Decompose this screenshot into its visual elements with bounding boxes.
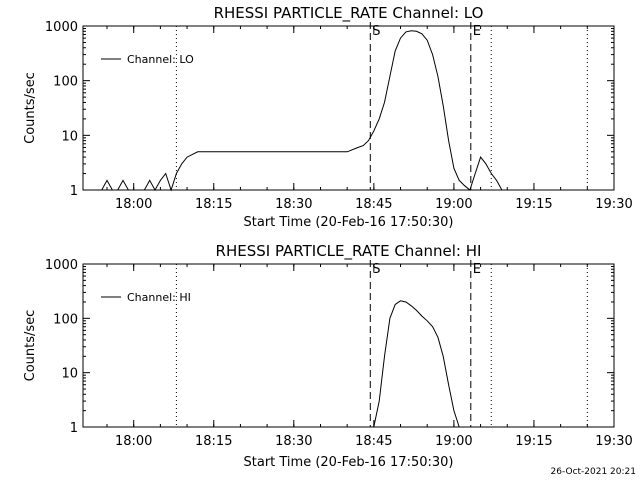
chart-title: RHESSI PARTICLE_RATE Channel: HI	[216, 242, 482, 261]
x-tick-label: 18:00	[115, 434, 152, 449]
x-tick-label: 19:30	[595, 197, 632, 212]
y-tick-label: 10	[61, 129, 78, 144]
series-line	[101, 30, 588, 192]
chart-panel-lo: RHESSI PARTICLE_RATE Channel: LO 18:00 18:…	[23, 4, 633, 230]
marker-label: E	[473, 262, 481, 277]
chart-panel-hi: RHESSI PARTICLE_RATE Channel: HI 18:00 18:…	[23, 242, 633, 470]
y-tick-label: 100	[53, 312, 78, 327]
y-tick-label: 1000	[45, 20, 78, 35]
plot-frame	[82, 25, 615, 191]
marker-label: S	[372, 262, 380, 277]
y-tick-label: 1000	[45, 258, 78, 273]
x-tick-label: 18:45	[355, 197, 392, 212]
x-tick-label: 19:15	[515, 434, 552, 449]
marker-label: E	[473, 24, 481, 39]
x-axis-label: Start Time (20-Feb-16 17:50:30)	[244, 455, 454, 470]
x-tick-label: 18:30	[275, 434, 312, 449]
x-tick-label: 19:15	[515, 197, 552, 212]
x-tick-label: 18:00	[115, 197, 152, 212]
x-tick-label: 18:45	[355, 434, 392, 449]
y-tick-label: 1	[70, 184, 78, 199]
x-axis-label: Start Time (20-Feb-16 17:50:30)	[244, 215, 454, 230]
y-axis-label: Counts/sec	[23, 310, 38, 382]
x-tick-label: 19:00	[435, 197, 472, 212]
y-tick-label: 1	[70, 421, 78, 436]
y-axis-label: Counts/sec	[23, 72, 38, 144]
y-tick-label: 100	[53, 75, 78, 90]
legend-label: Channel: LO	[127, 53, 194, 66]
x-tick-label: 18:30	[275, 197, 312, 212]
marker-label: S	[372, 24, 380, 39]
plot-frame	[82, 263, 615, 428]
x-tick-label: 18:15	[195, 434, 232, 449]
x-tick-label: 18:15	[195, 197, 232, 212]
y-tick-label: 10	[61, 367, 78, 382]
series-line	[373, 300, 460, 428]
legend-label: Channel: HI	[127, 291, 191, 304]
x-tick-label: 19:00	[435, 434, 472, 449]
chart-title: RHESSI PARTICLE_RATE Channel: LO	[214, 4, 484, 23]
x-tick-label: 19:30	[595, 434, 632, 449]
timestamp: 26-Oct-2021 20:21	[551, 467, 636, 477]
